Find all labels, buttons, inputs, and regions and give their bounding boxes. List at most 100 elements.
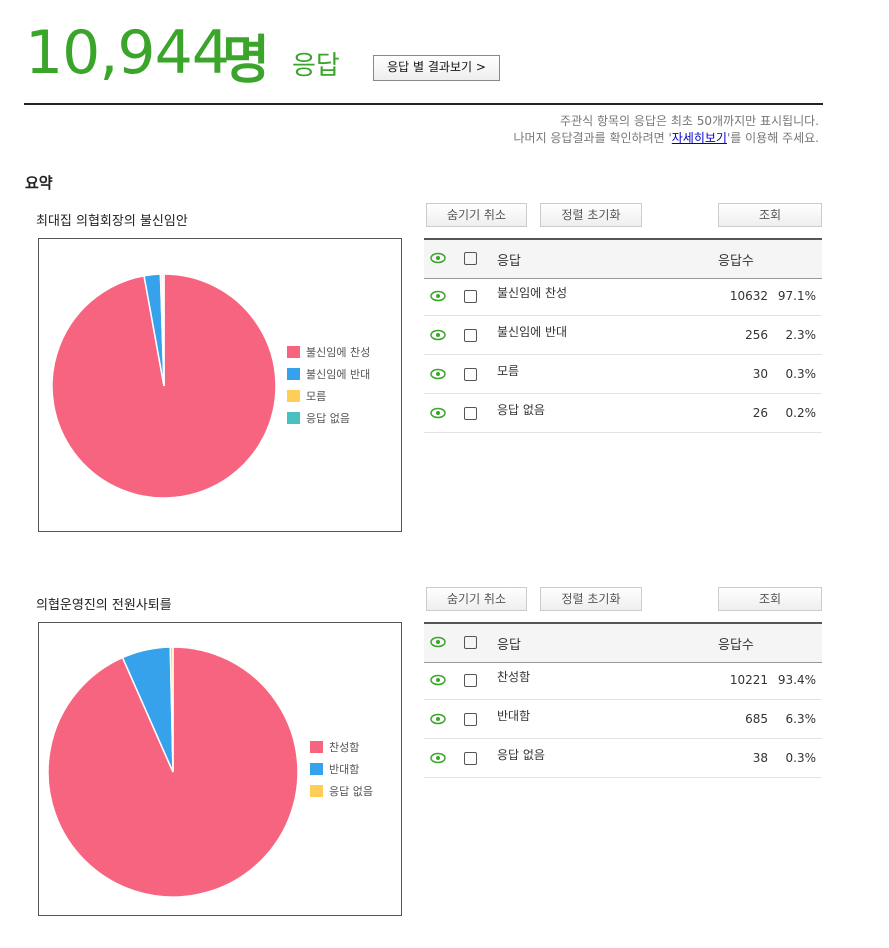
legend-swatch [310, 763, 323, 775]
pie-slice [169, 646, 174, 773]
eye-pupil [436, 411, 440, 415]
row-percent: 6.3% [785, 712, 817, 726]
section-title: 최대집 의협회장의 불신임안 [36, 214, 188, 229]
eye-icon[interactable] [430, 368, 446, 380]
response-label: 응답 [292, 51, 340, 81]
legend-swatch [287, 412, 300, 424]
column-header: 응답 [497, 638, 521, 653]
button[interactable]: 조회 [718, 203, 822, 227]
response-unit: 명 [222, 31, 270, 91]
row-percent: 0.3% [785, 751, 817, 765]
legend-swatch [310, 785, 323, 797]
table-header [424, 238, 822, 279]
row-count: 685 [745, 712, 768, 726]
results-button[interactable]: 응답 별 결과보기 > [373, 55, 500, 81]
column-header: 응답수 [718, 638, 754, 653]
eye-pupil [436, 333, 440, 337]
response-count: 10,944 [25, 18, 230, 88]
eye-pupil [436, 294, 440, 298]
eye-pupil [436, 256, 440, 260]
row-border [424, 315, 822, 316]
button[interactable]: 조회 [718, 587, 822, 611]
eye-icon[interactable] [430, 407, 446, 419]
notice-line: 나머지 응답결과를 확인하려면 '자세히보기'를 이용해 주세요. [514, 129, 820, 146]
legend-label: 불신임에 반대 [306, 368, 370, 381]
row-percent: 0.3% [785, 367, 817, 381]
eye-outline [430, 407, 446, 419]
eye-pupil [436, 678, 440, 682]
eye-icon[interactable] [430, 674, 446, 686]
legend-label: 찬성함 [329, 740, 359, 754]
eye-pupil [436, 717, 440, 721]
row-border [424, 432, 822, 433]
checkbox[interactable] [464, 752, 477, 765]
row-label: 찬성함 [497, 670, 531, 684]
eye-pupil [436, 756, 440, 760]
row-label: 불신임에 반대 [497, 325, 568, 339]
divider [24, 103, 823, 105]
row-percent: 93.4% [777, 673, 816, 687]
eye-icon[interactable] [430, 636, 446, 648]
eye-outline [430, 752, 446, 764]
eye-outline [430, 329, 446, 341]
row-percent: 2.3% [785, 328, 817, 342]
button[interactable]: 정렬 초기화 [540, 203, 642, 227]
eye-outline [430, 636, 446, 648]
notice-text: '를 이용해 주세요. [726, 131, 819, 145]
row-count: 26 [752, 406, 768, 420]
button[interactable]: 숨기기 취소 [426, 203, 527, 227]
checkbox[interactable] [464, 252, 477, 265]
row-label: 모름 [497, 364, 520, 378]
eye-outline [430, 713, 446, 725]
notice-line: 주관식 항목의 응답은 최초 50개까지만 표시됩니다. [560, 114, 819, 128]
row-count: 38 [752, 751, 768, 765]
eye-outline [430, 368, 446, 380]
legend-swatch [287, 346, 300, 358]
button[interactable]: 정렬 초기화 [540, 587, 642, 611]
eye-icon[interactable] [430, 290, 446, 302]
row-count: 10221 [729, 673, 768, 687]
checkbox[interactable] [464, 636, 477, 649]
row-count: 10632 [729, 289, 768, 303]
checkbox[interactable] [464, 329, 477, 342]
row-label: 응답 없음 [497, 748, 545, 762]
eye-icon[interactable] [430, 252, 446, 264]
column-header: 응답 [497, 254, 521, 269]
legend-swatch [287, 368, 300, 380]
chart-box: 찬성함 반대함 응답 없음 [38, 622, 402, 916]
row-percent: 0.2% [785, 406, 817, 420]
checkbox[interactable] [464, 368, 477, 381]
legend-label: 모름 [306, 390, 326, 403]
row-border [424, 699, 822, 700]
checkbox[interactable] [464, 713, 477, 726]
eye-icon[interactable] [430, 752, 446, 764]
eye-pupil [436, 640, 440, 644]
eye-pupil [436, 372, 440, 376]
checkbox[interactable] [464, 674, 477, 687]
eye-icon[interactable] [430, 329, 446, 341]
summary-title: 요약 [25, 174, 53, 192]
button[interactable]: 숨기기 취소 [426, 587, 527, 611]
legend-label: 불신임에 찬성 [306, 345, 370, 359]
row-percent: 97.1% [777, 289, 816, 303]
column-header: 응답수 [718, 254, 754, 269]
eye-outline [430, 674, 446, 686]
pie-slice [161, 273, 165, 387]
row-border [424, 354, 822, 355]
row-label: 반대함 [497, 709, 531, 723]
detail-link[interactable]: 자세히보기 [671, 131, 727, 145]
eye-outline [430, 252, 446, 264]
checkbox[interactable] [464, 290, 477, 303]
row-border [424, 393, 822, 394]
notice-text: 나머지 응답결과를 확인하려면 ' [513, 131, 672, 145]
legend-label: 응답 없음 [306, 412, 350, 425]
row-border [424, 738, 822, 739]
row-count: 256 [745, 328, 768, 342]
checkbox[interactable] [464, 407, 477, 420]
eye-icon[interactable] [430, 713, 446, 725]
row-count: 30 [752, 367, 768, 381]
